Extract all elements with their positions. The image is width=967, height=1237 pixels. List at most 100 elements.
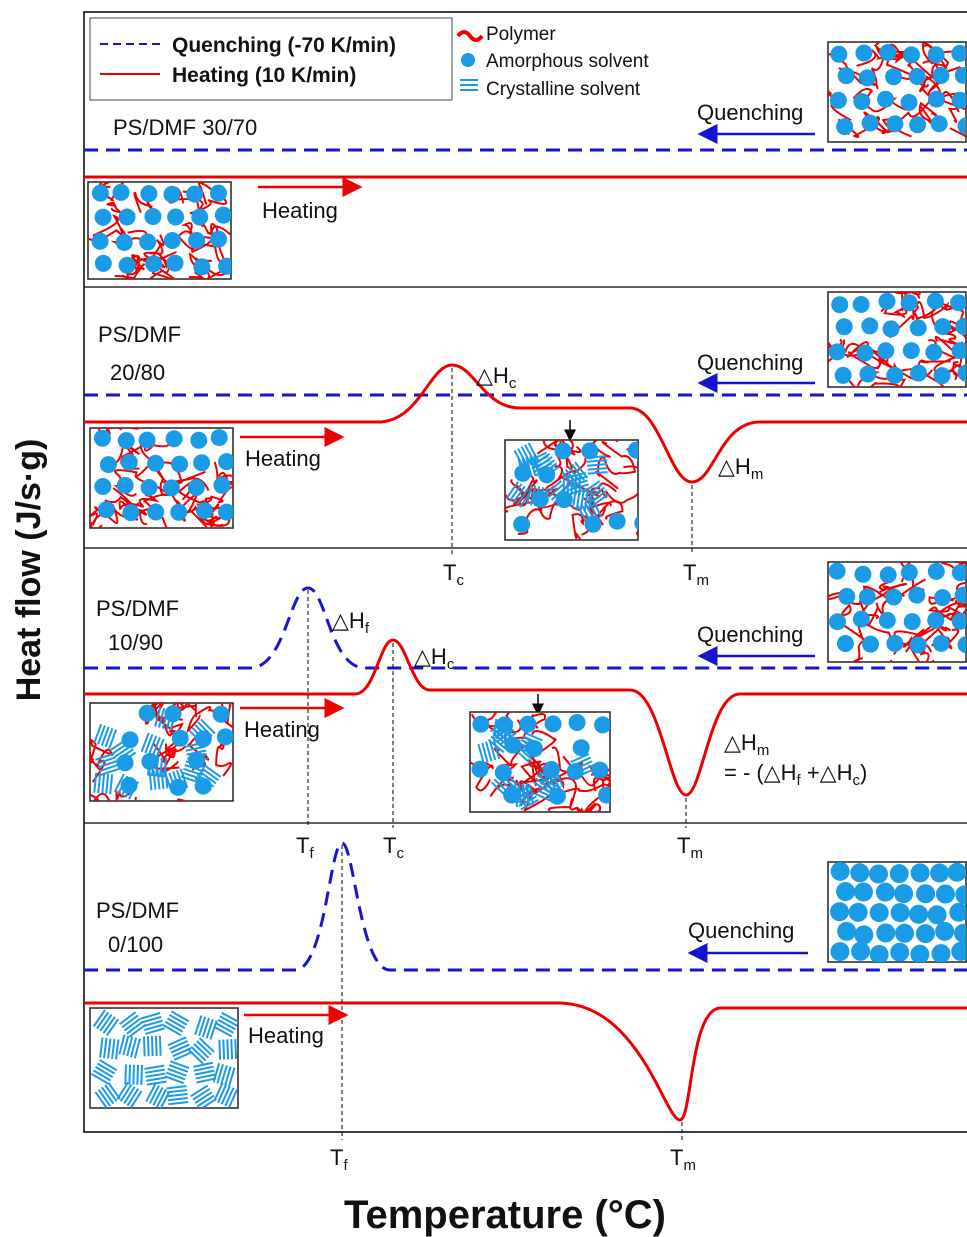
solvent-molecule xyxy=(859,69,876,86)
solvent-molecule xyxy=(933,635,950,652)
illustration xyxy=(492,415,666,557)
illustration xyxy=(463,697,640,830)
solvent-molecule xyxy=(894,884,913,903)
solvent-molecule xyxy=(141,753,158,770)
temperature-label-sub: c xyxy=(456,572,464,589)
solvent-molecule xyxy=(121,454,138,471)
stripe xyxy=(144,1036,145,1056)
solvent-molecule xyxy=(147,504,164,521)
solvent-molecule xyxy=(879,44,896,61)
enthalpy-equation: = - (△Hf +△Hc) xyxy=(724,760,867,789)
solvent-molecule xyxy=(836,318,853,335)
solvent-molecule xyxy=(113,184,130,201)
solvent-molecule xyxy=(116,234,133,251)
solvent-molecule xyxy=(830,92,847,109)
solvent-molecule xyxy=(853,296,870,313)
solvent-molecule xyxy=(854,882,873,901)
legend-quenching: Quenching (-70 K/min) xyxy=(172,34,396,57)
polymer-chain xyxy=(177,799,248,817)
temperature-label-sub: m xyxy=(683,1157,696,1174)
solvent-molecule xyxy=(193,258,210,275)
temperature-label: Tf xyxy=(296,833,314,862)
solvent-molecule xyxy=(830,902,849,921)
enthalpy-label-main: △H xyxy=(718,454,751,479)
heating-label: Heating xyxy=(262,198,338,223)
stripe xyxy=(227,1039,228,1059)
solvent-molecule xyxy=(928,91,945,108)
stripe xyxy=(152,1036,153,1056)
solvent-molecule xyxy=(171,456,188,473)
solvent-molecule xyxy=(549,788,566,805)
solvent-molecule xyxy=(935,922,954,941)
temperature-label-main: T xyxy=(383,833,396,858)
solvent-molecule xyxy=(853,611,870,628)
solvent-molecule xyxy=(948,863,967,882)
solvent-molecule xyxy=(196,502,213,519)
stripe xyxy=(235,1039,236,1059)
solvent-molecule xyxy=(188,479,205,496)
solvent-molecule xyxy=(117,754,134,771)
solvent-molecule xyxy=(472,761,489,778)
solvent-molecule xyxy=(934,589,951,606)
solvent-molecule xyxy=(928,905,947,924)
solvent-molecule xyxy=(210,185,227,202)
equation-part: ) xyxy=(860,760,867,785)
solvent-molecule xyxy=(849,903,868,922)
arrows xyxy=(240,134,815,1015)
quenching-label: Quenching xyxy=(697,100,803,125)
solvent-molecule xyxy=(901,564,918,581)
solvent-molecule xyxy=(890,864,909,883)
solvent-molecule xyxy=(879,612,896,629)
illustration xyxy=(75,656,254,831)
solvent-molecule xyxy=(163,479,180,496)
solvent-molecule xyxy=(170,504,187,521)
solvent-molecule xyxy=(933,367,950,384)
stripe xyxy=(137,1065,138,1085)
solvent-molecule xyxy=(585,516,602,533)
enthalpy-label: △Hm xyxy=(724,730,769,759)
solvent-molecule xyxy=(95,209,112,226)
solvent-molecule xyxy=(139,233,156,250)
solvent-molecule xyxy=(855,45,872,62)
solvent-molecule xyxy=(916,884,935,903)
solvent-molecule xyxy=(928,46,945,63)
temperature-label: Tf xyxy=(330,1145,348,1174)
solvent-molecule xyxy=(869,864,888,883)
temperature-label-main: T xyxy=(330,1145,343,1170)
sample-label: PS/DMF xyxy=(96,596,179,621)
solvent-molecule xyxy=(210,231,227,248)
stripe xyxy=(223,1039,224,1059)
solvent-molecule xyxy=(895,924,914,943)
illustrations xyxy=(70,30,967,1109)
x-axis-label: Temperature (°C) xyxy=(344,1193,666,1237)
solvent-molecule xyxy=(931,115,948,132)
temperature-label-sub: m xyxy=(696,572,709,589)
quenching-label: Quenching xyxy=(697,622,803,647)
solvent-molecule xyxy=(598,787,615,804)
solvent-molecule xyxy=(886,367,903,384)
solvent-molecule xyxy=(215,207,232,224)
illustration xyxy=(818,278,967,399)
solvent-molecule xyxy=(862,115,879,132)
solvent-molecule xyxy=(532,491,549,508)
solvent-molecule xyxy=(932,67,949,84)
solvent-molecule xyxy=(117,477,134,494)
legend-polymer: Polymer xyxy=(486,24,556,45)
solvent-molecule xyxy=(880,566,897,583)
sample-label: PS/DMF xyxy=(98,322,181,347)
solvent-molecule xyxy=(98,501,115,518)
solvent-molecule xyxy=(166,430,183,447)
solvent-molecule xyxy=(829,613,846,630)
solvent-molecule xyxy=(213,477,230,494)
stripe xyxy=(129,1065,130,1085)
solvent-molecule xyxy=(95,255,112,272)
illustration-content xyxy=(76,400,265,565)
temperature-label-main: T xyxy=(683,560,696,585)
solvent-molecule xyxy=(94,430,111,447)
solvent-molecule xyxy=(936,885,955,904)
heating-label: Heating xyxy=(248,1023,324,1048)
solvent-molecule xyxy=(859,366,876,383)
polymer-chain xyxy=(891,660,923,687)
heating-label: Heating xyxy=(244,717,320,742)
solvent-molecule xyxy=(901,94,918,111)
